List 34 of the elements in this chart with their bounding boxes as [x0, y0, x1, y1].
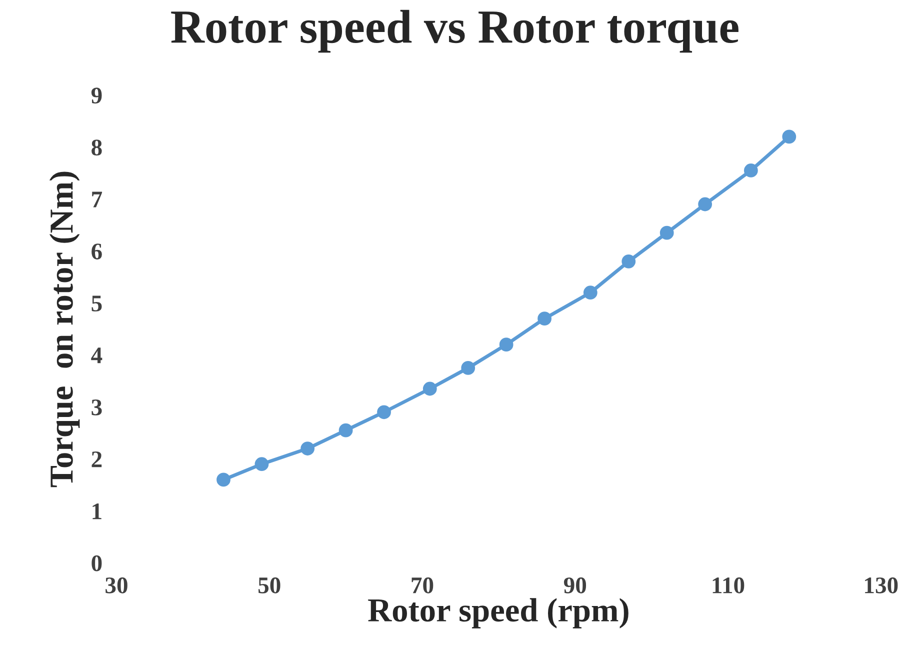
point [338, 423, 353, 438]
x-tick-label: 50 [258, 577, 280, 594]
x-tick-label: 90 [564, 577, 586, 594]
point [300, 442, 315, 456]
point [583, 286, 598, 300]
y-tick-label: 7 [92, 192, 102, 208]
y-tick-label: 3 [92, 399, 102, 416]
x-tick-label: 130 [865, 577, 898, 594]
point [744, 164, 758, 178]
x-tick-label: 110 [712, 577, 744, 594]
point [698, 197, 712, 212]
y-tick-label: 5 [92, 296, 102, 312]
point [782, 130, 796, 144]
point [422, 382, 437, 396]
y-tick-label: 2 [92, 451, 102, 468]
point [499, 338, 514, 352]
point [254, 457, 269, 472]
point [216, 472, 230, 487]
x-tick-label: 30 [106, 577, 128, 594]
x-tick-label: 70 [412, 577, 434, 594]
chart-title: Rotor speed vs Rotor torque [171, 10, 738, 53]
y-tick-label: 4 [91, 348, 102, 364]
point [660, 226, 674, 240]
y-tick-label: 0 [92, 555, 102, 572]
y-tick-label: 1 [92, 503, 102, 520]
point [461, 361, 476, 375]
point [622, 254, 636, 268]
point [377, 405, 391, 420]
y-tick-label: 6 [92, 244, 102, 260]
x-axis-title: Rotor speed (rpm) [368, 598, 628, 628]
y-tick-label: 8 [92, 140, 102, 156]
y-axis-title: Torque on rotor (Nm) [49, 172, 80, 488]
point [538, 312, 552, 326]
y-tick-label: 9 [91, 88, 102, 104]
